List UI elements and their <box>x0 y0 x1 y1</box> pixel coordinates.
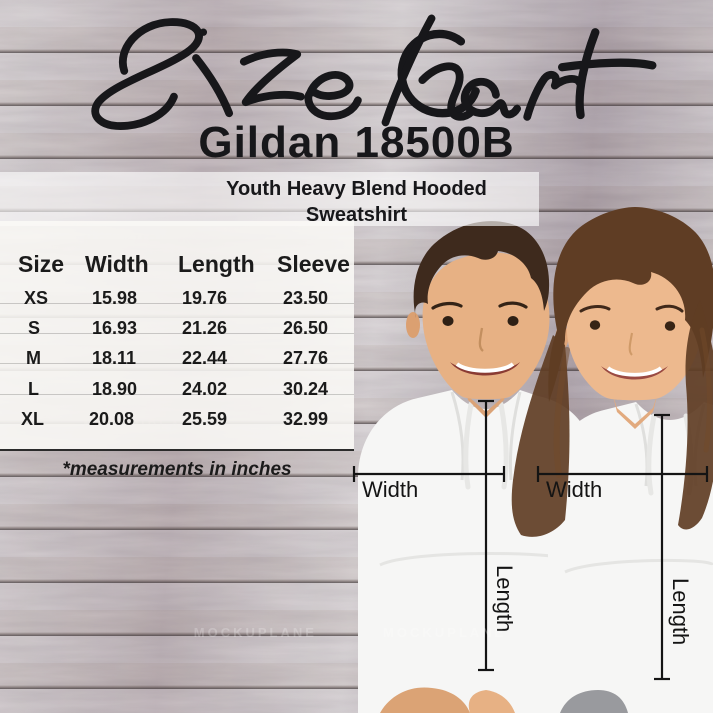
svg-text:Width: Width <box>362 477 418 502</box>
svg-text:Length: Length <box>492 565 517 632</box>
svg-text:Length: Length <box>668 578 693 645</box>
svg-text:Width: Width <box>546 477 602 502</box>
